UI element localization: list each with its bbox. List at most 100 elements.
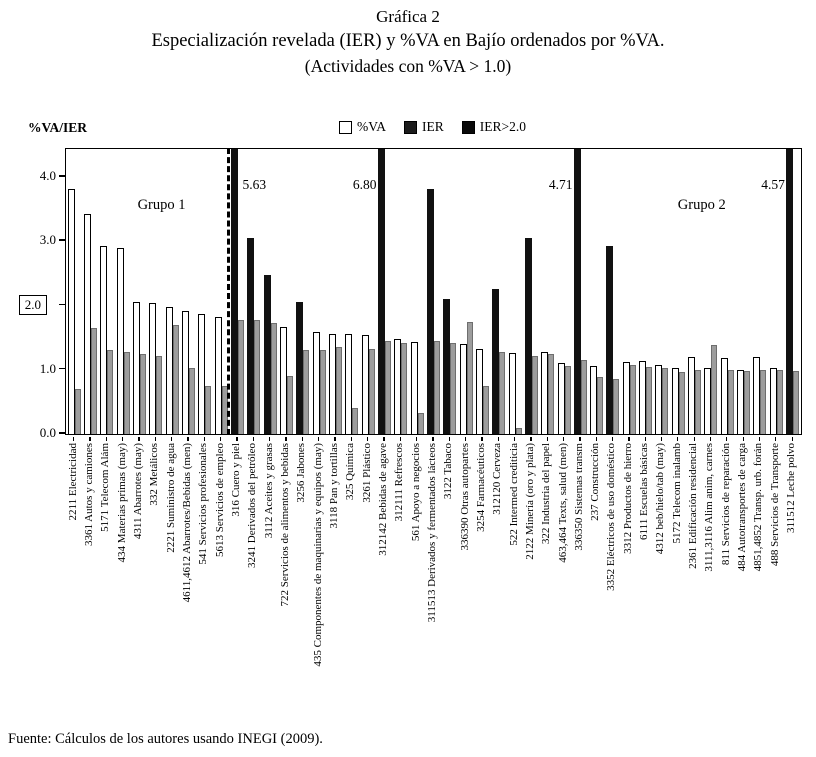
x-axis-label: 484 Autotransportes de carga (736, 443, 749, 572)
group1-label: Grupo 1 (137, 197, 186, 213)
x-tick: 312111 Refrescos (392, 437, 408, 732)
x-tick: 484 Autotransportes de carga (734, 437, 750, 732)
ier-gray-bar (139, 354, 146, 434)
legend-item-va: %VA (338, 119, 386, 135)
va-bar (475, 349, 483, 434)
bar-group (131, 149, 147, 434)
va-bar (590, 366, 598, 434)
va-bar (541, 352, 549, 434)
y-tick-mark (59, 175, 65, 177)
x-axis-label: 2221 Suministro de agua (164, 443, 177, 553)
x-axis-label: 3241 Derivados del petróleo (246, 443, 259, 568)
x-tick: 3256 Jabones (294, 437, 310, 732)
bar-group (572, 149, 588, 434)
x-axis-label: 3111,3116 Alim anim, carnes (703, 443, 716, 572)
x-tick: 3241 Derivados del petróleo (245, 437, 261, 732)
x-tick: 311512 Leche polvo (783, 437, 799, 732)
legend-label-ier: IER (422, 119, 444, 134)
ier-bar (573, 149, 581, 434)
ier-gray-bar (188, 368, 195, 434)
legend-item-ier2: IER>2.0 (461, 119, 526, 135)
x-tick: 3361 Autos y camiones (81, 437, 97, 732)
legend-label-ier2: IER>2.0 (479, 119, 526, 134)
ier-bar (263, 275, 271, 434)
x-tick: 2361 Edificación residencial (685, 437, 701, 732)
bar-group (458, 149, 474, 434)
clip-annotation: 4.57 (761, 177, 785, 192)
ier-gray-bar (221, 386, 228, 434)
ier-gray-bar (335, 347, 342, 434)
ier-gray-bar (433, 341, 440, 434)
x-axis-label: 488 Servicios de Transporte (768, 443, 781, 567)
clip-annotation: 5.63 (242, 177, 267, 192)
va-bar (100, 246, 108, 434)
x-axis-label: 4611,4612 Abarrotes/Bebidas (men) (180, 443, 193, 603)
ier-gray-bar (662, 368, 669, 434)
x-axis-label: 316 Cuero y piel (229, 443, 242, 517)
x-tick: 3118 Pan y tortillas (326, 437, 342, 732)
x-axis-label: 336350 Sistemas transm (572, 443, 585, 551)
x-axis-label: 325 Química (344, 443, 357, 501)
x-tick: 5172 Telecom inalamb (669, 437, 685, 732)
bar-group (246, 149, 262, 434)
ier-bar (443, 299, 451, 434)
ier-gray-bar (352, 408, 359, 434)
x-tick: 336350 Sistemas transm (571, 437, 587, 732)
ier-gray-bar (123, 352, 130, 434)
bar-group (262, 149, 278, 434)
bar-group (197, 149, 213, 434)
x-axis-label: 3352 Eléctricos de uso doméstico (605, 443, 618, 591)
ier-gray-bar (384, 341, 391, 434)
x-tick: 3111,3116 Alim anim, carnes (702, 437, 718, 732)
bar-group (474, 149, 490, 434)
bar-group (393, 149, 409, 434)
x-axis-label: 311513 Derivados y fermentados lácteos (425, 443, 438, 623)
x-axis-label: 434 Materias primas (may) (115, 443, 128, 563)
ier-bar (492, 289, 500, 434)
y-tick-label: 4.0 (39, 168, 56, 183)
ier-gray-bar (270, 323, 277, 434)
ier-bar (247, 238, 255, 434)
ier-gray-bar (482, 386, 489, 434)
clip-annotation: 6.80 (352, 177, 377, 192)
ier-gray-bar (205, 386, 212, 434)
bar-group (229, 149, 245, 434)
va-bar (688, 357, 696, 434)
x-tick: 4312 beb/hielo/tab (may) (653, 437, 669, 732)
ier-gray-bar (580, 360, 587, 434)
bar-group (491, 149, 507, 434)
bar-group (164, 149, 180, 434)
bar-group (507, 149, 523, 434)
y-tick-mark (59, 432, 65, 434)
bar-group (115, 149, 131, 434)
legend-label-va: %VA (356, 119, 386, 134)
bar-group (719, 149, 735, 434)
x-tick: 2221 Suministro de agua (163, 437, 179, 732)
ier-gray-bar (254, 320, 261, 434)
x-tick: 522 Intermed crediticia (506, 437, 522, 732)
bar-group (556, 149, 572, 434)
threshold-box-label: 2.0 (18, 294, 47, 315)
ier-gray-bar (629, 365, 636, 434)
ier-gray-bar (90, 328, 97, 434)
ier-gray-bar (597, 377, 604, 434)
ier-gray-bar (450, 343, 457, 434)
x-axis-label: 2211 Electricidad (66, 443, 79, 521)
ier-gray-bar (548, 354, 555, 434)
x-axis-label: 435 Componentes de maquinarias y equipos… (311, 443, 324, 667)
x-axis-label: 722 Servicios de alimentos y bebidas (278, 443, 291, 607)
bar-group (670, 149, 686, 434)
x-tick: 541 Servicios profesionales (196, 437, 212, 732)
x-tick: 2122 Minería (oro y plata) (522, 437, 538, 732)
x-axis-label: 811 Servicios de reparación (719, 443, 732, 566)
bar-group (360, 149, 376, 434)
y-tick-mark (59, 239, 65, 241)
bar-group (82, 149, 98, 434)
x-axis-label: 312142 Bebidas de agave (376, 443, 389, 556)
x-tick: 434 Materias primas (may) (114, 437, 130, 732)
ier-gray-bar (695, 370, 702, 434)
ier-gray-bar (711, 345, 718, 434)
va-bar (181, 311, 189, 434)
x-axis-label: 312111 Refrescos (393, 443, 406, 522)
x-tick: 332 Metálicos (147, 437, 163, 732)
